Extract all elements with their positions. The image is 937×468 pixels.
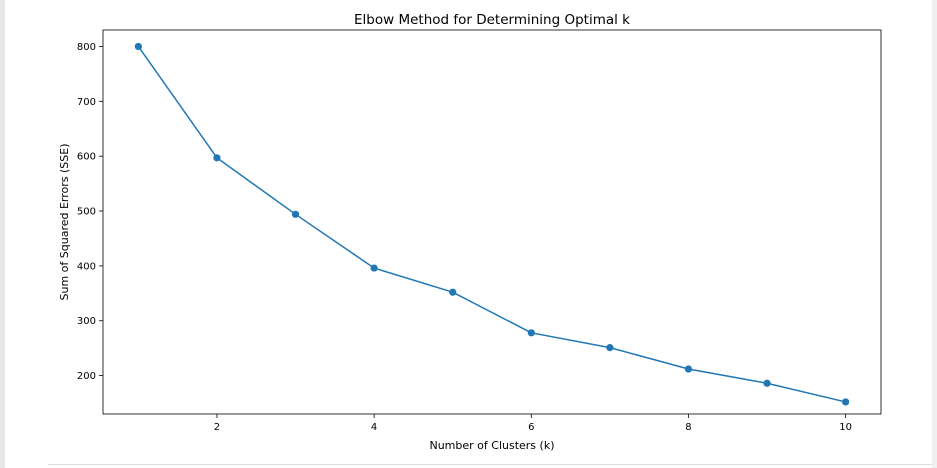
data-point: [606, 344, 614, 352]
data-point: [449, 288, 457, 296]
data-point: [842, 398, 850, 406]
window-frame-bottom: [48, 464, 932, 465]
y-tick-label: 700: [77, 97, 96, 108]
x-tick-label: 4: [371, 422, 377, 433]
x-tick-label: 8: [685, 422, 691, 433]
chart-title: Elbow Method for Determining Optimal k: [354, 12, 630, 28]
y-tick-label: 600: [77, 152, 96, 163]
data-point: [370, 264, 378, 272]
y-tick-label: 300: [77, 316, 96, 327]
series-layer: [134, 42, 850, 406]
window-frame-left: [0, 0, 5, 468]
y-tick-label: 800: [77, 42, 96, 53]
data-point: [291, 210, 300, 218]
y-axis-label: Sum of Squared Errors (SSE): [58, 143, 71, 300]
x-tick-label: 10: [839, 422, 852, 433]
data-point: [763, 379, 771, 387]
y-axis: 200 300 400 500 600 700 800: [77, 42, 103, 382]
x-tick-label: 2: [214, 422, 220, 433]
x-axis: 2 4 6 8 10: [214, 414, 852, 433]
x-axis-label: Number of Clusters (k): [429, 439, 554, 452]
data-point: [134, 42, 142, 51]
window-frame-right: [932, 0, 937, 468]
data-point: [527, 329, 535, 337]
data-point: [684, 365, 693, 373]
data-point: [213, 154, 221, 162]
x-tick-label: 6: [528, 422, 534, 433]
y-tick-label: 500: [77, 207, 96, 218]
y-tick-label: 200: [77, 371, 96, 382]
plot-area-frame: [102, 29, 882, 415]
series-line: [137, 46, 846, 403]
y-tick-label: 400: [77, 261, 96, 272]
